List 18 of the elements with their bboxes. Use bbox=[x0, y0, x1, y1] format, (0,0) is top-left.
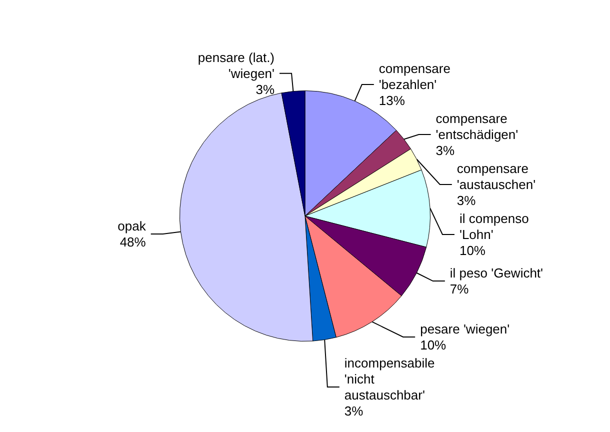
slice-label: il compenso 'Lohn' bbox=[459, 211, 529, 242]
data-label: 10% bbox=[459, 243, 486, 258]
slice-label: compensare 'austauschen' bbox=[456, 161, 536, 192]
data-label: 3% bbox=[436, 143, 456, 158]
slice-label: il peso 'Gewicht' bbox=[450, 266, 544, 281]
slice-label: compensare 'entschädigen' bbox=[436, 111, 518, 142]
slice-label: opak bbox=[118, 218, 146, 234]
slice-label: compensare 'bezahlen' bbox=[378, 61, 450, 92]
data-label: 48% bbox=[120, 234, 146, 250]
data-label: 3% bbox=[456, 193, 476, 208]
data-label: 3% bbox=[344, 403, 364, 418]
slice-label: pesare 'wiegen' bbox=[420, 321, 510, 336]
data-label: 13% bbox=[378, 93, 406, 108]
data-label: 10% bbox=[420, 337, 447, 352]
slice-label: incompensabile 'nicht austauschbar' bbox=[344, 355, 435, 402]
slice-label: pensare (lat.) 'wiegen' bbox=[198, 50, 275, 81]
data-label: 7% bbox=[450, 282, 470, 297]
data-label: 3% bbox=[256, 82, 275, 97]
